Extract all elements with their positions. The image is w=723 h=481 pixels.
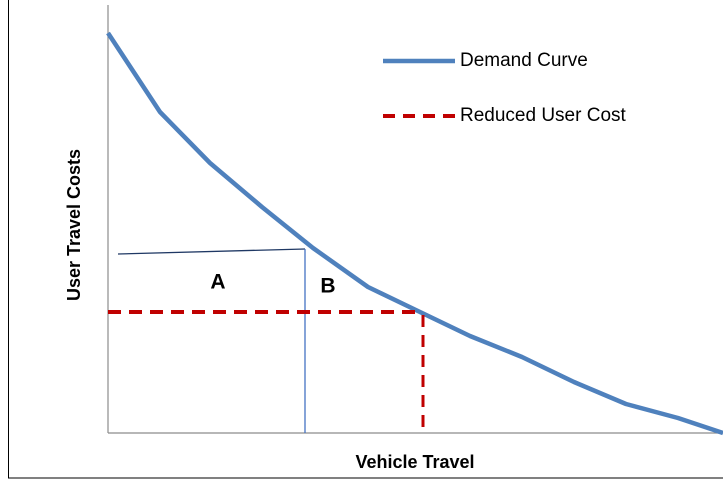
region-label: B (320, 275, 335, 298)
frame (8, 0, 723, 479)
region-label: A (210, 271, 225, 294)
legend-label: Reduced User Cost (460, 105, 627, 126)
legend-label: Demand Curve (460, 50, 588, 71)
demand-curve (106, 31, 723, 436)
y-axis-label: User Travel Costs (64, 149, 84, 301)
x-axis-label: Vehicle Travel (355, 452, 474, 472)
original-cost-line (117, 248, 306, 255)
